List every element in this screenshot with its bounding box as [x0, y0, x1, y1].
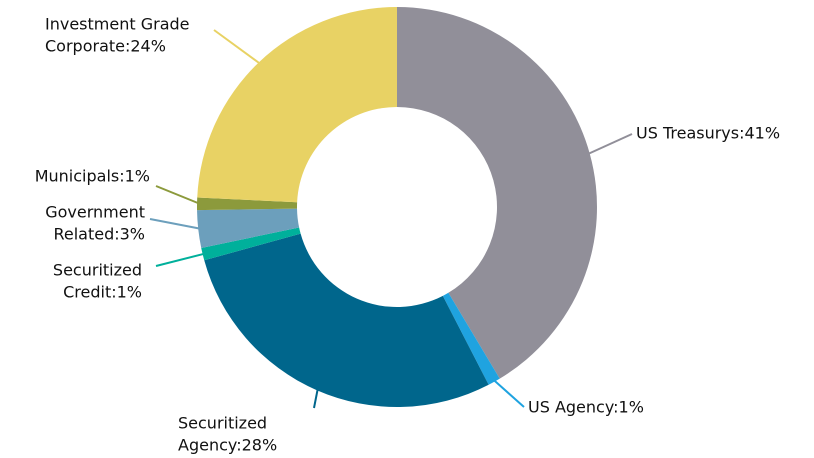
data-label: Municipals:1%	[35, 167, 150, 186]
data-label: Government	[45, 203, 145, 222]
donut-slice	[197, 208, 300, 248]
leader-line	[492, 378, 525, 408]
leader-line	[213, 29, 262, 66]
data-label: Investment Grade	[45, 15, 190, 34]
leader-line	[313, 387, 319, 409]
data-label: Credit:1%	[63, 283, 142, 302]
donut-slice	[397, 7, 597, 379]
data-label: Corporate:24%	[45, 37, 166, 56]
donut-slice	[197, 7, 397, 203]
data-label: Related:3%	[53, 225, 145, 244]
leader-line	[149, 218, 202, 230]
data-label: Agency:28%	[178, 436, 277, 455]
donut-slice	[204, 233, 489, 407]
leader-line	[155, 252, 206, 267]
donut-slice	[442, 292, 500, 385]
data-label: Securitized	[53, 261, 142, 280]
data-label: US Treasurys:41%	[636, 124, 780, 143]
donut-slice	[197, 197, 298, 211]
data-label: Securitized	[178, 414, 267, 433]
leader-line	[155, 185, 201, 205]
data-label: US Agency:1%	[528, 398, 644, 417]
donut-slice	[201, 227, 301, 261]
leader-line	[586, 133, 633, 156]
